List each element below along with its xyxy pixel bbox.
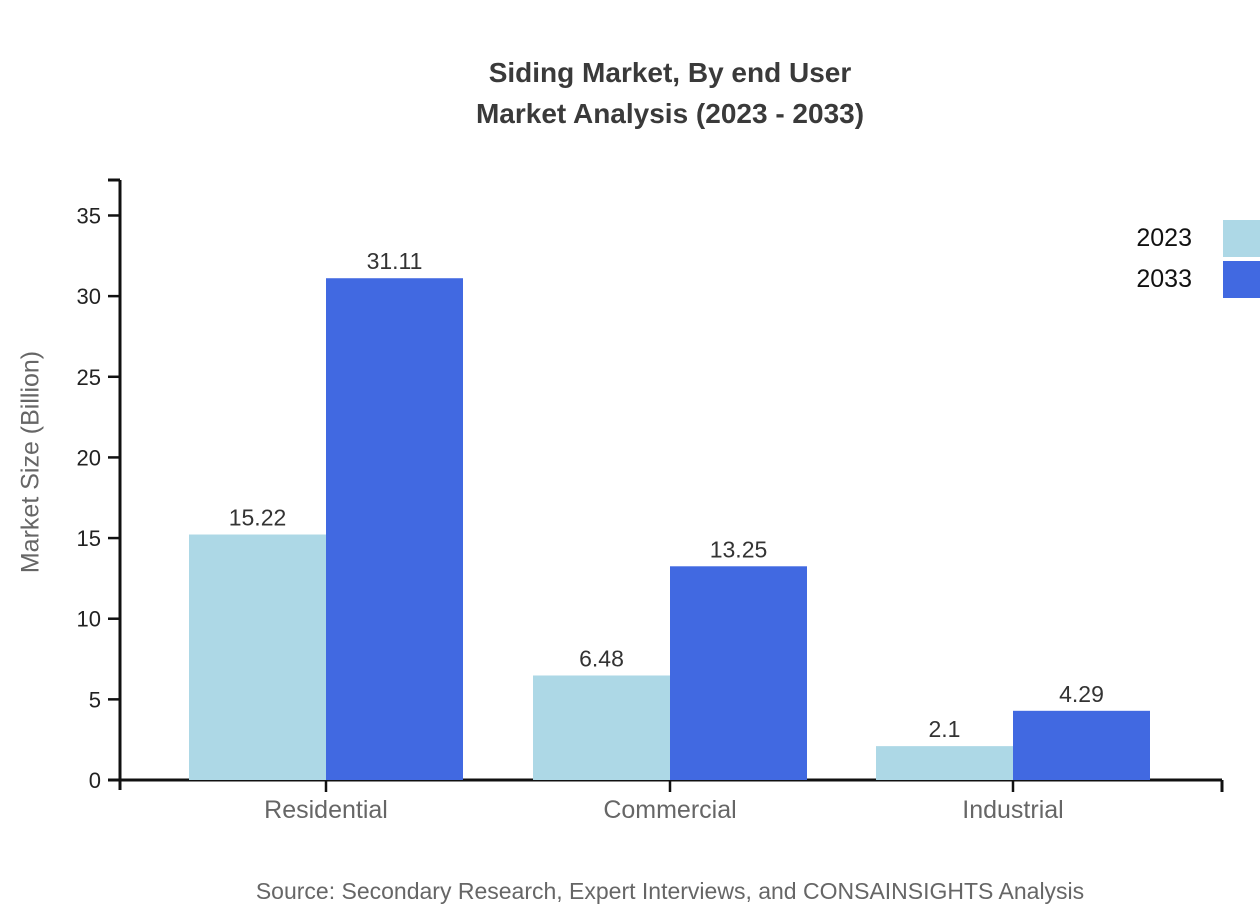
y-tick-label: 10 [77,607,101,632]
bar-2033-industrial [1013,710,1150,780]
chart-title-line1: Siding Market, By end User [488,57,852,88]
bar-2033-residential [326,278,463,780]
bar-value-label: 13.25 [710,536,768,562]
legend-swatch-2023 [1223,220,1260,257]
bar-2023-commercial [533,675,670,780]
y-tick-label: 30 [77,284,101,309]
bar-value-label: 15.22 [229,505,287,531]
source-attribution: Source: Secondary Research, Expert Inter… [255,878,1085,904]
legend-item-2023: 2023 [1136,220,1260,257]
legend-label-2033: 2033 [1136,265,1192,293]
chart-title: Siding Market, By end User Market Analys… [80,52,1260,134]
bar-2023-industrial [876,746,1013,780]
bar-2033-commercial [670,566,807,780]
y-tick-label: 5 [89,687,101,712]
legend-swatch-2033 [1223,261,1260,298]
chart-title-line2: Market Analysis (2023 - 2033) [475,98,865,129]
y-tick-label: 15 [77,526,101,551]
x-category-label: Industrial [962,796,1063,824]
y-tick-label: 35 [77,203,101,228]
legend-label-2023: 2023 [1136,224,1192,252]
x-category-label: Residential [264,796,388,824]
legend: 2023 2033 [1136,220,1260,298]
bar-value-label: 31.11 [367,248,423,274]
y-tick-label: 25 [77,365,101,390]
legend-item-2033: 2033 [1136,261,1260,298]
bar-value-label: 6.48 [579,645,624,671]
x-category-label: Commercial [603,796,736,824]
y-tick-label: 0 [89,768,101,793]
bar-2023-residential [189,534,326,780]
y-tick-label: 20 [77,445,101,470]
bar-value-label: 2.1 [929,716,961,742]
bar-value-label: 4.29 [1059,681,1104,707]
